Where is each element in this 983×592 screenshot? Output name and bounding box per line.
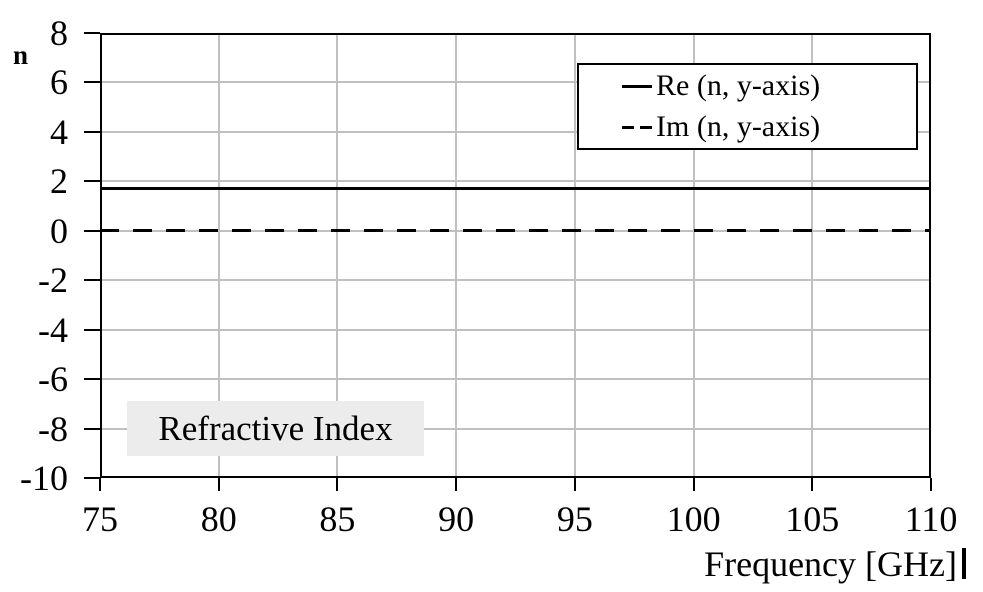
y-tick-label: -10	[20, 458, 68, 498]
dash-segment	[622, 125, 634, 129]
y-tick-label: 2	[50, 161, 68, 202]
y-tick-mark	[84, 477, 100, 479]
y-tick-label: 8	[50, 13, 68, 53]
y-tick-label: 4	[50, 111, 68, 152]
y-tick-mark	[84, 378, 100, 381]
y-tick-mark	[84, 229, 100, 232]
y-tick-mark	[84, 427, 100, 430]
x-tick-mark	[811, 478, 814, 491]
y-tick-label: -4	[38, 309, 68, 350]
x-tick-mark	[930, 478, 932, 491]
y-tick-mark	[84, 32, 100, 34]
gridline-horizontal	[102, 427, 929, 430]
y-tick-label: 6	[50, 62, 68, 103]
plot-area	[100, 33, 931, 478]
x-tick-label: 105	[785, 499, 840, 539]
gridline-horizontal	[102, 130, 929, 133]
gridline-vertical	[336, 35, 339, 476]
gridline-vertical	[455, 35, 458, 476]
y-tick-label: -2	[38, 260, 68, 301]
x-tick-mark	[99, 478, 101, 491]
legend-label-re: Re (n, y-axis)	[656, 69, 821, 102]
text-cursor	[962, 548, 966, 579]
solid-line-sample	[622, 84, 652, 88]
legend: Re (n, y-axis) Im (n, y-axis)	[577, 63, 918, 150]
gridline-horizontal	[102, 279, 929, 282]
dashed-line-sample	[622, 125, 652, 129]
x-tick-label: 75	[82, 499, 118, 539]
series-line-im	[100, 229, 931, 233]
gridline-vertical	[573, 35, 576, 476]
x-axis-title: Frequency [GHz]	[704, 546, 966, 582]
y-tick-label: -8	[38, 408, 68, 449]
y-tick-label: -6	[38, 359, 68, 400]
x-tick-mark	[217, 478, 220, 491]
x-tick-label: 90	[438, 499, 475, 539]
series-line-re	[100, 187, 931, 191]
dash-segment	[640, 125, 652, 129]
y-tick-mark	[84, 130, 100, 133]
x-tick-label: 85	[319, 499, 356, 539]
x-tick-mark	[692, 478, 695, 491]
legend-label-im: Im (n, y-axis)	[656, 110, 821, 143]
x-tick-label: 80	[200, 499, 237, 539]
y-tick-mark	[84, 180, 100, 183]
gridline-horizontal	[102, 81, 929, 84]
gridline-vertical	[811, 35, 814, 476]
gridline-vertical	[692, 35, 695, 476]
y-tick-mark	[84, 279, 100, 282]
x-tick-label: 110	[904, 499, 958, 539]
gridline-vertical	[217, 35, 220, 476]
gridline-horizontal	[102, 180, 929, 183]
x-axis-title-text: Frequency [GHz]	[704, 544, 957, 584]
x-tick-mark	[336, 478, 339, 491]
x-tick-label: 95	[556, 499, 593, 539]
solid-line-segment	[622, 84, 652, 88]
x-tick-mark	[455, 478, 458, 491]
gridline-horizontal	[102, 328, 929, 331]
x-tick-mark	[573, 478, 576, 491]
y-tick-label: 0	[50, 210, 68, 251]
legend-item-re: Re (n, y-axis)	[579, 66, 916, 107]
gridline-horizontal	[102, 378, 929, 381]
chart-annotation: Refractive Index	[127, 401, 424, 456]
x-tick-label: 100	[666, 499, 721, 539]
y-axis-title: n	[13, 40, 29, 70]
legend-item-im: Im (n, y-axis)	[579, 107, 916, 148]
y-tick-mark	[84, 81, 100, 84]
y-tick-mark	[84, 328, 100, 331]
